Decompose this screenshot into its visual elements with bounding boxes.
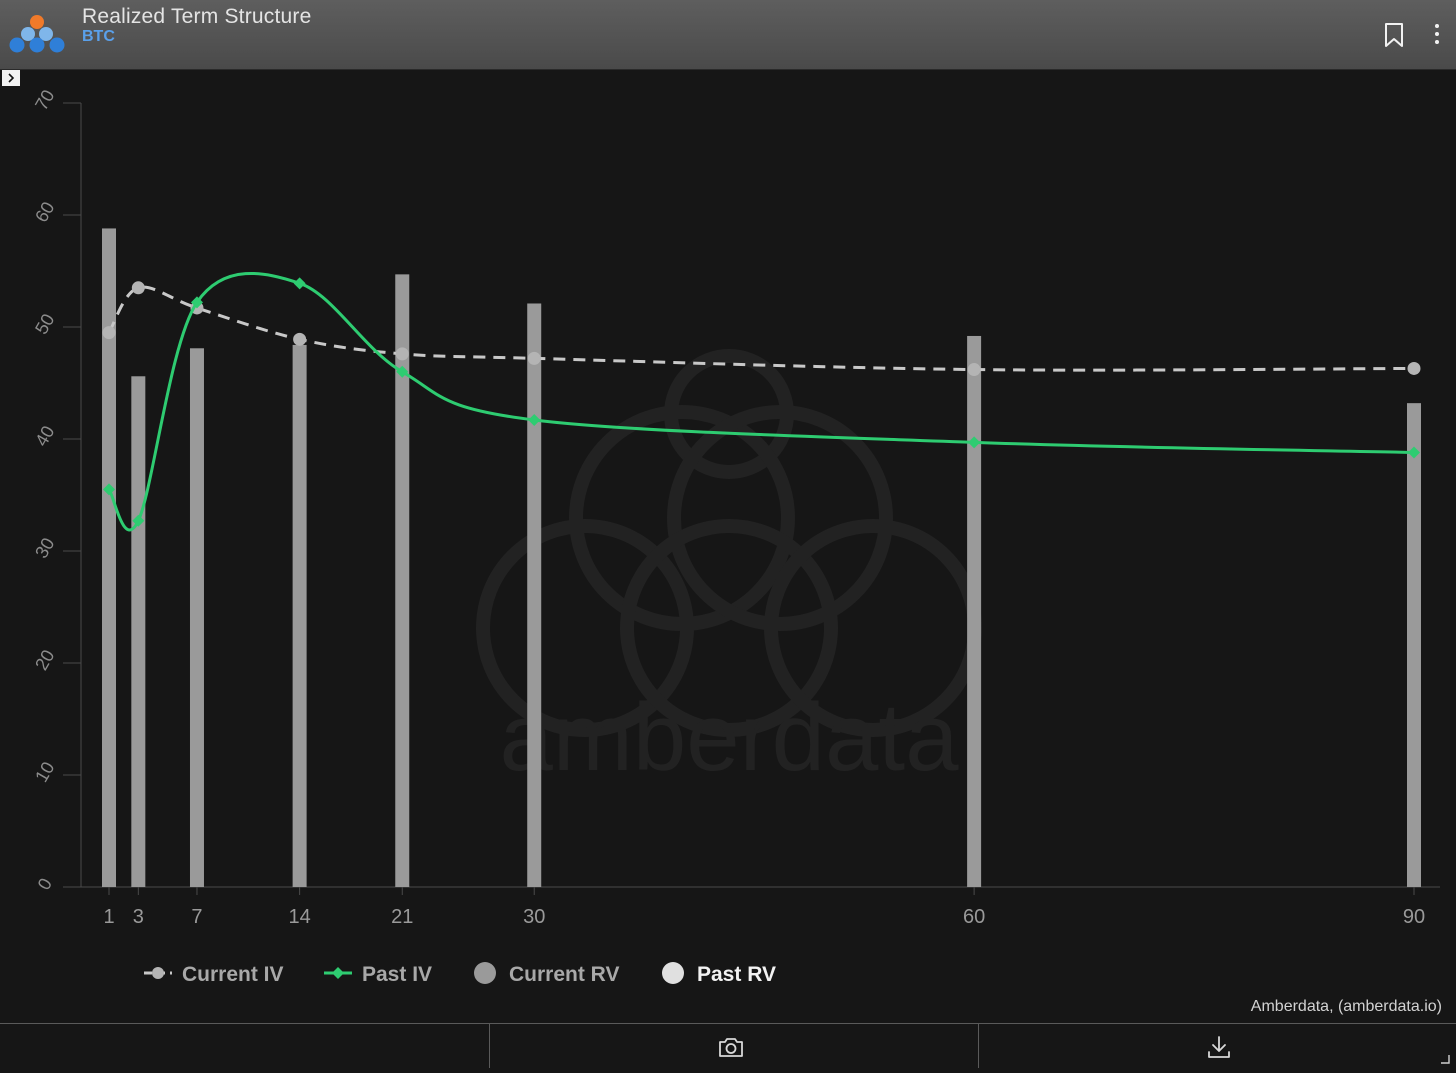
x-tick-label: 90	[1403, 906, 1425, 928]
asset-label: BTC	[82, 28, 115, 45]
bar-current-rv	[527, 303, 542, 888]
x-tick-label: 60	[963, 906, 985, 928]
bars	[102, 228, 1421, 888]
x-tick-label: 30	[523, 906, 545, 928]
y-tick-label: 10	[31, 758, 58, 785]
sidebar-expand-toggle[interactable]	[2, 70, 20, 86]
legend-marker-past-iv	[332, 967, 344, 979]
point-past-iv	[293, 277, 306, 290]
chart-titlebar: Realized Term Structure BTC	[0, 0, 1456, 70]
point-past-iv	[968, 436, 981, 449]
bar-current-rv	[395, 274, 410, 887]
legend: Current IV Past IV Current RV Past RV	[144, 962, 776, 986]
point-current-iv	[395, 347, 409, 361]
camera-icon	[719, 1038, 743, 1057]
chart-footer-toolbar	[0, 1023, 1456, 1073]
y-tick-label: 0	[34, 875, 56, 894]
y-tick-label: 40	[31, 422, 58, 449]
legend-marker-current-iv	[152, 967, 164, 979]
point-past-iv	[396, 365, 409, 378]
kebab-menu-icon[interactable]	[1428, 22, 1446, 48]
bar-current-rv	[131, 376, 146, 887]
y-tick-label: 50	[31, 310, 58, 337]
bar-current-rv	[292, 344, 307, 887]
bar-current-rv	[189, 348, 204, 887]
point-past-iv	[190, 296, 203, 309]
line-current-iv	[107, 285, 1415, 372]
point-current-iv	[102, 326, 116, 340]
amberdata-logo-icon	[9, 15, 65, 53]
x-tick-label: 7	[191, 906, 202, 928]
bookmark-icon[interactable]	[1382, 22, 1406, 48]
x-tick-label: 21	[391, 906, 413, 928]
point-current-iv	[527, 351, 541, 365]
screenshot-button[interactable]	[490, 1024, 979, 1068]
point-past-iv	[103, 483, 115, 496]
chevron-right-icon	[8, 73, 15, 83]
x-tick-label: 3	[133, 906, 144, 928]
legend-label-current-iv[interactable]: Current IV	[182, 963, 284, 986]
chart-title: Realized Term Structure	[82, 5, 312, 28]
bar-current-rv	[102, 228, 116, 887]
download-button[interactable]	[979, 1024, 1456, 1068]
y-tick-label: 30	[31, 534, 58, 561]
download-icon	[1208, 1036, 1230, 1058]
point-current-iv	[1407, 361, 1421, 375]
term-structure-chart: amberdata 0 10 20 30 40 50 60 70 1 3 7 14 21 30 60 90 C…	[31, 86, 1440, 986]
point-current-iv	[293, 332, 307, 346]
axes: 0 10 20 30 40 50 60 70 1 3 7 14 21 30 60 90	[31, 86, 1440, 928]
point-current-iv	[967, 363, 981, 377]
y-tick-label: 60	[31, 198, 58, 225]
legend-marker-past-rv	[662, 962, 684, 984]
point-past-iv	[528, 413, 541, 426]
x-tick-label: 1	[103, 906, 114, 928]
line-past-iv	[107, 272, 1415, 532]
footer-cell-empty	[0, 1024, 490, 1068]
lines	[102, 272, 1421, 532]
bar-current-rv	[967, 335, 982, 888]
point-past-iv	[1408, 446, 1420, 459]
attribution-text: Amberdata, (amberdata.io)	[1250, 998, 1442, 1015]
legend-marker-current-rv	[474, 962, 496, 984]
legend-label-past-rv[interactable]: Past RV	[697, 963, 776, 986]
y-tick-label: 20	[31, 646, 58, 673]
y-tick-label: 70	[31, 86, 58, 113]
point-current-iv	[131, 281, 145, 295]
resize-handle-icon[interactable]	[1440, 1054, 1450, 1064]
x-tick-label: 14	[288, 906, 310, 928]
watermark-text: amberdata	[500, 684, 960, 791]
point-past-iv	[132, 514, 145, 527]
legend-label-current-rv[interactable]: Current RV	[509, 963, 619, 986]
bar-current-rv	[1407, 403, 1421, 887]
legend-label-past-iv[interactable]: Past IV	[362, 963, 432, 986]
